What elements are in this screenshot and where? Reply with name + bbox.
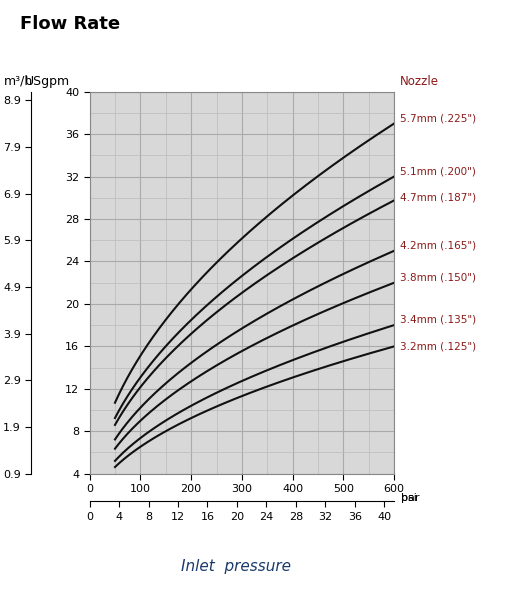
Text: Flow Rate: Flow Rate bbox=[20, 15, 121, 33]
Text: psi: psi bbox=[401, 493, 417, 503]
Text: 5.1mm (.200"): 5.1mm (.200") bbox=[400, 166, 476, 176]
Text: 3.2mm (.125"): 3.2mm (.125") bbox=[400, 342, 477, 351]
Text: 3.8mm (.150"): 3.8mm (.150") bbox=[400, 272, 476, 282]
Text: USgpm: USgpm bbox=[25, 75, 70, 88]
Text: 4.2mm (.165"): 4.2mm (.165") bbox=[400, 240, 477, 250]
Text: Nozzle: Nozzle bbox=[400, 75, 439, 88]
Text: 3.4mm (.135"): 3.4mm (.135") bbox=[400, 315, 477, 325]
Text: 5.7mm (.225"): 5.7mm (.225") bbox=[400, 113, 477, 123]
Text: Inlet  pressure: Inlet pressure bbox=[181, 559, 290, 574]
Text: m³/h: m³/h bbox=[4, 75, 33, 88]
Text: bar: bar bbox=[401, 493, 420, 503]
Text: 4.7mm (.187"): 4.7mm (.187") bbox=[400, 193, 477, 203]
